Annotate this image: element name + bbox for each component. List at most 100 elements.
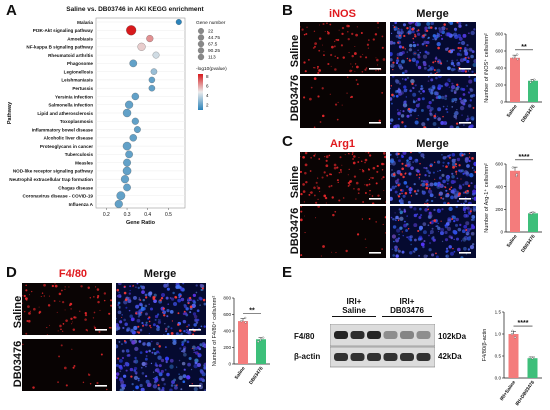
nucleus-dot [142, 298, 146, 302]
signal-dot [60, 328, 62, 331]
nucleus-dot [428, 189, 433, 194]
nucleus-dot [445, 47, 449, 51]
nucleus-dot [427, 80, 430, 82]
signal-dot [334, 68, 337, 71]
nucleus-dot [142, 307, 146, 311]
signal-dot [313, 45, 316, 48]
nucleus-dot [424, 179, 429, 184]
replicate-dot [531, 79, 534, 82]
micrograph-arg1-db [300, 206, 386, 258]
category-label: IRI+Saline [499, 379, 517, 402]
signal-dot [25, 332, 28, 335]
signal-dot [336, 38, 340, 42]
replicate-dot [529, 81, 532, 84]
signal-dot [300, 210, 303, 213]
signal-dot [82, 381, 85, 384]
nucleus-dot [406, 32, 408, 34]
nucleus-dot [434, 27, 438, 30]
nucleus-dot [462, 172, 465, 175]
signal-dot [326, 22, 328, 25]
band-label-bactin: β-actin [294, 352, 321, 361]
data-point [129, 59, 138, 68]
nucleus-dot [408, 22, 413, 25]
signal-dot [137, 331, 141, 334]
nucleus-dot [186, 340, 190, 344]
signal-dot [319, 190, 321, 193]
signal-dot [383, 190, 385, 192]
signal-dot [346, 24, 349, 28]
nucleus-dot [403, 88, 408, 93]
signal-dot [191, 383, 193, 385]
data-point [148, 76, 156, 84]
pathway-label: Alcoholic liver disease [43, 136, 93, 141]
signal-dot [315, 201, 318, 204]
nucleus-dot [442, 179, 446, 184]
signal-dot [376, 170, 379, 173]
texture [116, 283, 206, 335]
pathway-label: PI3K-Akt signaling pathway [33, 28, 94, 33]
texture [300, 206, 386, 257]
nucleus-dot [465, 231, 470, 236]
nucleus-dot [451, 152, 456, 157]
signal-dot [355, 181, 359, 185]
nucleus-dot [400, 198, 403, 200]
texture [390, 76, 476, 128]
nucleus-dot [192, 293, 196, 297]
nucleus-dot [162, 334, 165, 335]
nucleus-dot [180, 332, 183, 335]
nucleus-dot [393, 28, 397, 31]
nucleus-dot [421, 42, 425, 46]
nucleus-dot [396, 109, 399, 111]
bar [256, 339, 266, 364]
nucleus-dot [392, 41, 396, 45]
nucleus-dot [199, 304, 201, 306]
nucleus-dot [445, 222, 450, 226]
nucleus-dot [404, 78, 407, 81]
nucleus-dot [182, 380, 186, 384]
nucleus-dot [397, 217, 400, 220]
nucleus-dot [432, 34, 437, 38]
bar-chart-arg1: 0 200 400 600 Number of Arg-1⁺ cells/mm² Sali… [483, 154, 542, 254]
signal-dot [325, 202, 327, 204]
signal-dot [351, 70, 353, 72]
nucleus-dot [422, 180, 426, 183]
nucleus-dot [391, 76, 395, 78]
y-axis-label: F4/80/β-actin [482, 329, 488, 362]
nucleus-dot [154, 362, 157, 365]
nucleus-dot [144, 357, 148, 361]
nucleus-dot [167, 325, 170, 328]
nucleus-dot [394, 219, 397, 222]
signal-dot [417, 229, 420, 232]
nucleus-dot [392, 225, 397, 229]
scale-bar [459, 122, 471, 124]
nucleus-dot [460, 70, 462, 72]
signal-dot [336, 166, 339, 169]
nucleus-dot [137, 379, 140, 382]
band-f480 [383, 331, 398, 339]
signal-dot [186, 326, 188, 328]
nucleus-dot [203, 389, 206, 391]
nucleus-dot [422, 89, 425, 93]
signal-dot [458, 192, 462, 195]
pathway-label: Coronavirus disease - COVID-19 [23, 194, 94, 199]
nucleus-dot [134, 371, 138, 375]
signal-dot [381, 178, 383, 180]
nucleus-dot [173, 302, 178, 307]
kda-label-bactin: 42kDa [438, 352, 462, 361]
nucleus-dot [164, 346, 167, 349]
micrograph-merge-saline-b [390, 22, 476, 74]
signal-dot [376, 164, 379, 168]
signal-dot [457, 46, 460, 50]
nucleus-dot [413, 99, 415, 101]
signal-dot [28, 311, 31, 315]
nucleus-dot [161, 386, 165, 390]
signal-dot [353, 52, 357, 55]
nucleus-dot [116, 327, 119, 331]
nucleus-dot [457, 34, 462, 39]
nucleus-dot [399, 110, 402, 112]
signal-dot [148, 316, 151, 319]
signal-dot [356, 26, 358, 28]
pathway-label: Proteoglycans in cancer [40, 144, 93, 149]
signal-dot [331, 45, 334, 49]
nucleus-dot [178, 296, 180, 299]
